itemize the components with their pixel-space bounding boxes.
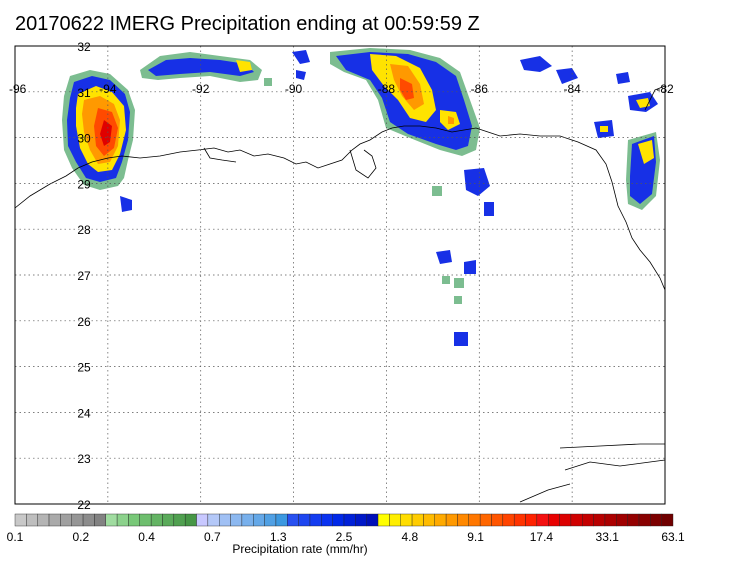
- colorbar-swatch: [525, 513, 538, 527]
- colorbar-tick-label: 0.7: [204, 530, 221, 544]
- colorbar-swatch: [491, 513, 504, 527]
- latitude-tick-label: 22: [77, 498, 91, 512]
- colorbar-swatch: [128, 513, 140, 527]
- longitude-tick-label: -88: [378, 82, 396, 96]
- longitude-tick-label: -92: [192, 82, 210, 96]
- colorbar-tick-label: 4.8: [401, 530, 418, 544]
- colorbar-swatch: [650, 513, 662, 527]
- colorbar-swatch: [513, 513, 526, 527]
- colorbar-swatch: [14, 513, 27, 527]
- colorbar-swatch: [457, 513, 469, 527]
- latitude-tick-label: 26: [77, 315, 91, 329]
- colorbar-swatch: [570, 513, 583, 527]
- colorbar-swatch: [82, 513, 95, 527]
- colorbar-swatch: [230, 513, 243, 527]
- colorbar-swatch: [150, 513, 163, 527]
- colorbar-tick-label: 63.1: [661, 530, 685, 544]
- colorbar-swatch: [355, 513, 367, 527]
- colorbar-swatch: [264, 513, 277, 527]
- colorbar-swatch: [275, 513, 288, 527]
- colorbar-swatch: [241, 513, 254, 527]
- longitude-tick-label: -94: [99, 82, 117, 96]
- longitude-tick-label: -84: [563, 82, 581, 96]
- map-title: 20170622 IMERG Precipitation ending at 0…: [15, 13, 480, 35]
- map-frame: [14, 45, 666, 505]
- latitude-tick-label: 31: [77, 86, 91, 100]
- colorbar-swatch: [162, 513, 175, 527]
- colorbar-tick-label: 2.5: [336, 530, 353, 544]
- colorbar-label: Precipitation rate (mm/hr): [232, 542, 368, 556]
- latitude-tick-label: 24: [77, 406, 91, 420]
- colorbar-swatch: [48, 513, 61, 527]
- colorbar-swatch: [411, 513, 424, 527]
- colorbar-swatch: [207, 513, 220, 527]
- colorbar: [14, 513, 674, 527]
- colorbar-swatch: [434, 513, 447, 527]
- latitude-labels: 32 31 30 29 28 27 26 25 24 23 22: [77, 40, 91, 512]
- colorbar-swatch: [616, 513, 628, 527]
- colorbar-swatch: [502, 513, 515, 527]
- colorbar-swatch: [309, 513, 322, 527]
- colorbar-swatch: [173, 513, 186, 527]
- colorbar-swatch: [445, 513, 458, 527]
- colorbar-tick-label: 0.4: [138, 530, 155, 544]
- longitude-tick-label: -82: [656, 82, 674, 96]
- colorbar-swatch: [26, 513, 38, 527]
- colorbar-swatch: [184, 513, 197, 527]
- colorbar-swatch: [321, 513, 333, 527]
- colorbar-swatch: [377, 513, 390, 527]
- colorbar-tick-label: 9.1: [467, 530, 484, 544]
- latitude-tick-label: 29: [77, 177, 91, 191]
- colorbar-swatch: [287, 513, 299, 527]
- colorbar-swatch: [593, 513, 606, 527]
- colorbar-swatch: [536, 513, 549, 527]
- colorbar-swatch: [332, 513, 345, 527]
- colorbar-swatch: [548, 513, 560, 527]
- colorbar-swatch: [604, 513, 617, 527]
- colorbar-swatch: [582, 513, 594, 527]
- latitude-tick-label: 30: [77, 132, 91, 146]
- colorbar-swatch: [71, 513, 84, 527]
- colorbar-swatch: [479, 513, 492, 527]
- colorbar-tick-label: 1.3: [270, 530, 287, 544]
- colorbar-tick-label: 0.2: [72, 530, 89, 544]
- colorbar-swatch: [253, 513, 265, 527]
- colorbar-swatch: [94, 513, 106, 527]
- colorbar-swatch: [468, 513, 481, 527]
- colorbar-swatch: [400, 513, 413, 527]
- precipitation-field: [62, 48, 660, 346]
- colorbar-tick-label: 17.4: [530, 530, 554, 544]
- colorbar-swatch: [343, 513, 356, 527]
- colorbar-swatch: [37, 513, 50, 527]
- longitude-tick-label: -86: [471, 82, 489, 96]
- colorbar-swatch: [196, 513, 209, 527]
- colorbar-swatch: [559, 513, 572, 527]
- longitude-tick-label: -90: [285, 82, 303, 96]
- latitude-tick-label: 28: [77, 223, 91, 237]
- longitude-labels: -96 -94 -92 -90 -88 -86 -84 -82: [9, 82, 674, 96]
- colorbar-swatch: [366, 513, 379, 527]
- colorbar-swatch: [661, 513, 674, 527]
- colorbar-swatch: [219, 513, 231, 527]
- colorbar-swatch: [116, 513, 129, 527]
- colorbar-swatch: [298, 513, 311, 527]
- latitude-tick-label: 27: [77, 269, 91, 283]
- coastline: [15, 85, 665, 503]
- colorbar-swatch: [638, 513, 651, 527]
- colorbar-tick-labels: 0.1 0.2 0.4 0.7 1.3 2.5 4.8 9.1 17.4 33.1 63.1: [7, 530, 685, 544]
- colorbar-swatch: [105, 513, 118, 527]
- colorbar-swatch: [389, 513, 401, 527]
- longitude-tick-label: -96: [9, 82, 27, 96]
- colorbar-tick-label: 0.1: [7, 530, 24, 544]
- colorbar-tick-label: 33.1: [596, 530, 620, 544]
- colorbar-swatch: [139, 513, 152, 527]
- colorbar-swatch: [423, 513, 435, 527]
- latitude-tick-label: 23: [77, 452, 91, 466]
- colorbar-swatch: [60, 513, 72, 527]
- colorbar-swatch: [627, 513, 640, 527]
- latitude-tick-label: 25: [77, 361, 91, 375]
- latitude-tick-label: 32: [77, 40, 91, 54]
